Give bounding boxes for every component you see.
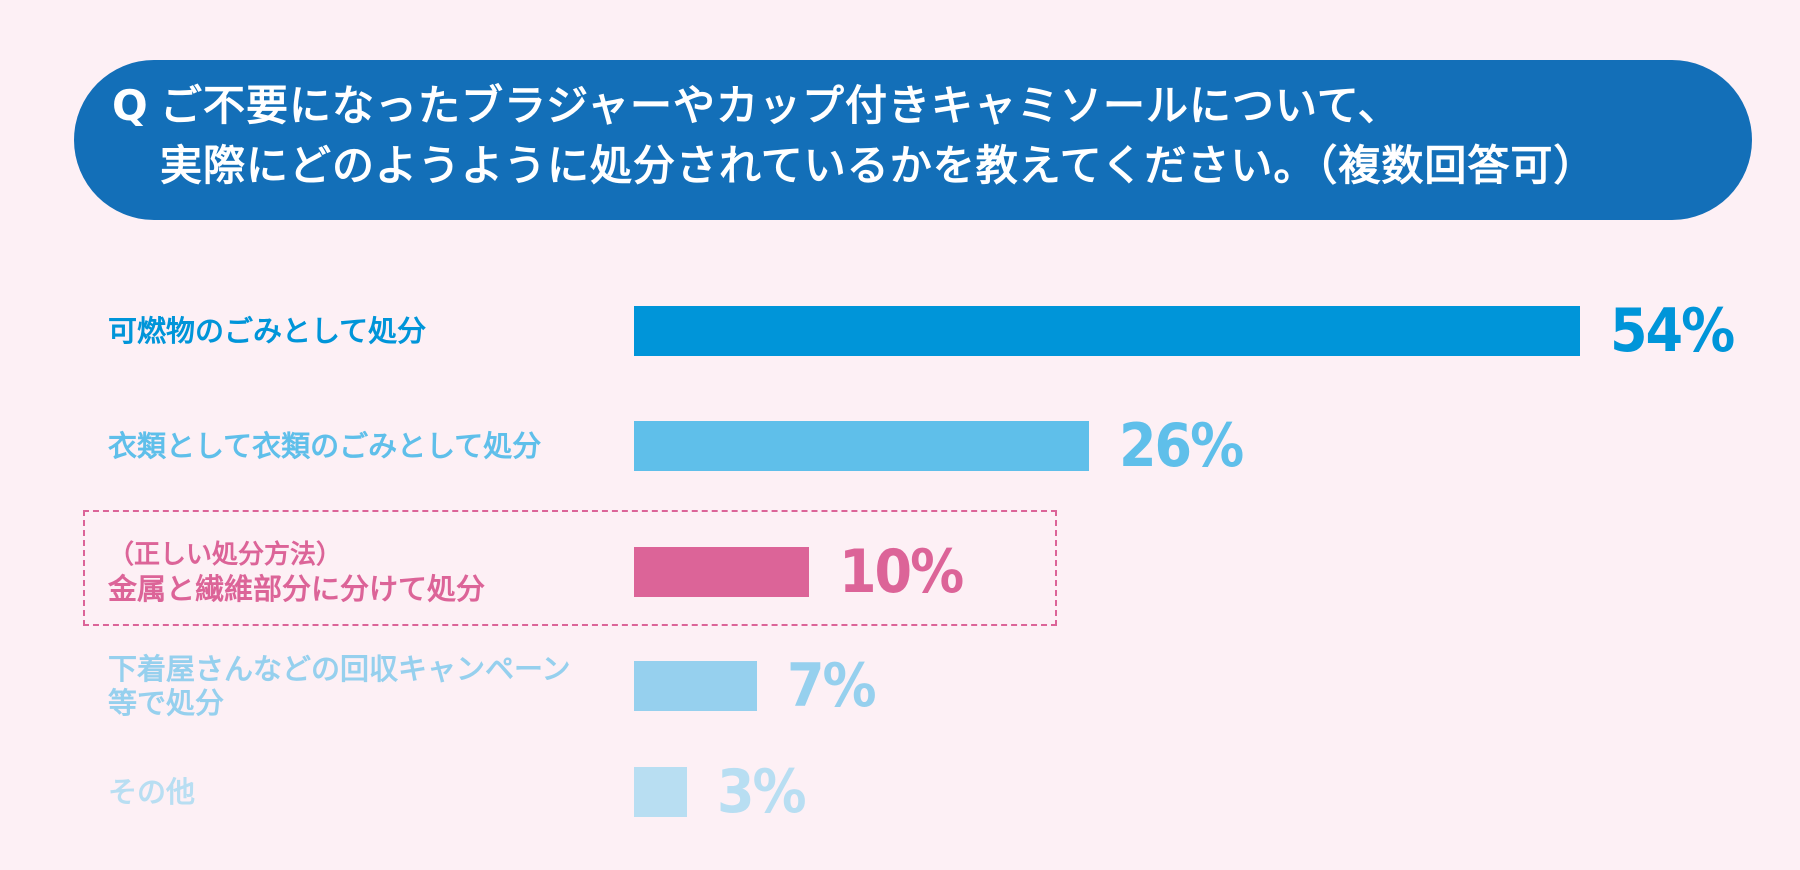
question-text-1: ご不要になったブラジャーやカップ付きキャミソールについて、 — [160, 81, 1401, 130]
question-line-1: Q ご不要になったブラジャーやカップ付きキャミソールについて、 — [112, 76, 1752, 136]
category-label-line: その他 — [108, 775, 196, 809]
category-label-line: 金属と繊維部分に分けて処分 — [108, 572, 486, 606]
category-label-line: 等で処分 — [108, 686, 225, 720]
category-label: （正しい処分方法） 金属と繊維部分に分けて処分 — [108, 538, 485, 606]
bar — [634, 547, 809, 597]
category-label: 衣類として衣類のごみとして処分 — [108, 429, 541, 463]
category-label: 可燃物のごみとして処分 — [108, 314, 426, 348]
category-label: その他 — [108, 775, 195, 809]
value-label: 3% — [717, 757, 807, 827]
value-label: 54% — [1610, 296, 1735, 366]
question-line-2: 実際にどのようように処分されているかを教えてください。（複数回答可） — [160, 141, 1597, 190]
bar — [634, 661, 757, 711]
question-banner: Q ご不要になったブラジャーやカップ付きキャミソールについて、 実際にどのようよう… — [74, 60, 1752, 220]
question-mark: Q — [112, 81, 149, 130]
value-label: 10% — [839, 537, 964, 607]
bar — [634, 767, 687, 817]
value-label: 7% — [787, 651, 877, 721]
category-label-line: 可燃物のごみとして処分 — [108, 314, 427, 348]
correct-method-note: （正しい処分方法） — [108, 540, 343, 570]
category-label-line: 下着屋さんなどの回収キャンペーン — [108, 652, 571, 686]
category-label: 下着屋さんなどの回収キャンペーン 等で処分 — [108, 652, 571, 720]
bar — [634, 306, 1580, 356]
category-label-line: 衣類として衣類のごみとして処分 — [108, 429, 542, 463]
bar — [634, 421, 1089, 471]
value-label: 26% — [1119, 411, 1244, 481]
correct-method-highlight — [83, 510, 1057, 626]
